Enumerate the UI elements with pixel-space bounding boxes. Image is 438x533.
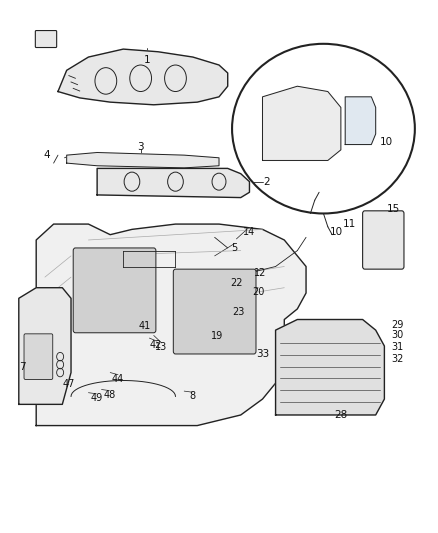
Text: 49: 49 bbox=[90, 393, 102, 403]
Polygon shape bbox=[345, 97, 376, 144]
Polygon shape bbox=[97, 168, 250, 198]
Text: 44: 44 bbox=[112, 374, 124, 384]
Text: 15: 15 bbox=[386, 204, 400, 214]
Text: 12: 12 bbox=[254, 268, 267, 278]
Text: 10: 10 bbox=[330, 227, 343, 237]
Text: 14: 14 bbox=[243, 227, 255, 237]
Text: 28: 28 bbox=[334, 410, 347, 420]
FancyBboxPatch shape bbox=[73, 248, 156, 333]
Text: 13: 13 bbox=[155, 342, 168, 352]
Polygon shape bbox=[262, 86, 341, 160]
Text: 41: 41 bbox=[139, 321, 151, 331]
Text: 23: 23 bbox=[233, 306, 245, 317]
Text: 32: 32 bbox=[391, 354, 403, 364]
Text: 3: 3 bbox=[138, 142, 144, 152]
Text: 30: 30 bbox=[391, 330, 403, 341]
Polygon shape bbox=[19, 288, 71, 405]
Text: 48: 48 bbox=[103, 390, 116, 400]
Text: 22: 22 bbox=[230, 278, 243, 288]
Text: 20: 20 bbox=[252, 287, 265, 297]
Text: 7: 7 bbox=[19, 362, 25, 372]
Text: 33: 33 bbox=[256, 349, 269, 359]
Text: 5: 5 bbox=[231, 243, 237, 253]
Text: 42: 42 bbox=[150, 340, 162, 350]
Polygon shape bbox=[67, 152, 219, 168]
Polygon shape bbox=[58, 49, 228, 105]
Text: 1: 1 bbox=[144, 55, 151, 64]
Text: 2: 2 bbox=[264, 176, 270, 187]
Polygon shape bbox=[36, 224, 306, 425]
Text: 19: 19 bbox=[211, 332, 223, 342]
Text: 4: 4 bbox=[44, 150, 50, 160]
FancyBboxPatch shape bbox=[24, 334, 53, 379]
Text: 11: 11 bbox=[343, 219, 356, 229]
FancyBboxPatch shape bbox=[363, 211, 404, 269]
FancyBboxPatch shape bbox=[35, 30, 57, 47]
Text: 31: 31 bbox=[391, 342, 403, 352]
Text: 29: 29 bbox=[391, 320, 403, 330]
Text: 8: 8 bbox=[189, 391, 195, 401]
Text: 10: 10 bbox=[380, 137, 393, 147]
FancyBboxPatch shape bbox=[173, 269, 256, 354]
Polygon shape bbox=[276, 319, 385, 415]
Text: 47: 47 bbox=[63, 379, 75, 389]
